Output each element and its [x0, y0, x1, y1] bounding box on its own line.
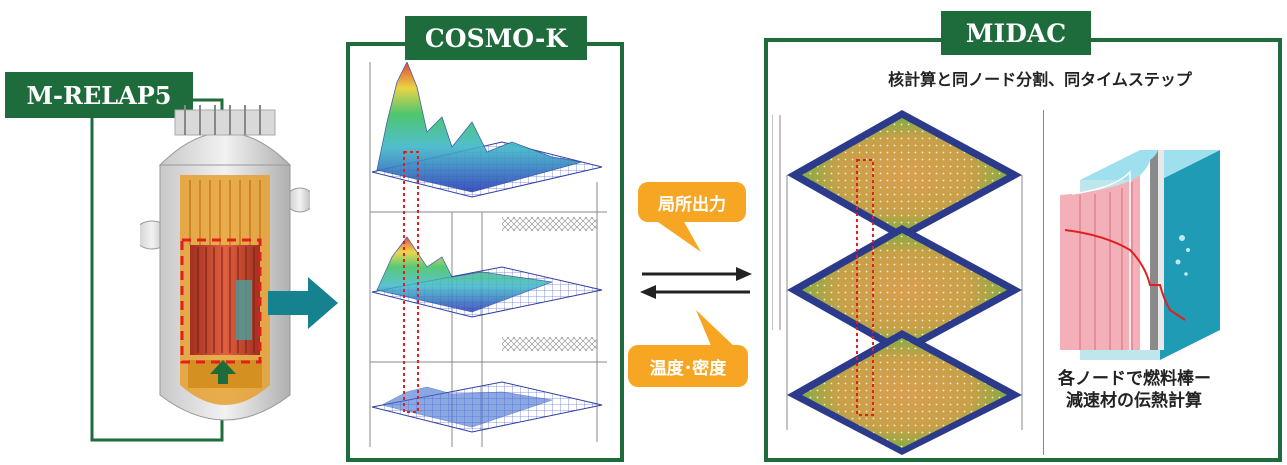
cosmo-power-distribution-plots	[369, 62, 607, 447]
mrelap-label-text: M-RELAP5	[26, 80, 172, 110]
cosmo-label-text: COSMO-K	[424, 23, 568, 53]
midac-label: MIDAC	[941, 11, 1091, 55]
fuel-rod-cross-section	[1060, 150, 1220, 360]
fuel-caption-line2: 減速材の伝熱計算	[1066, 391, 1202, 411]
midac-subtitle: 核計算と同ノード分割、同タイムステップ	[888, 70, 1192, 89]
fuel-caption: 各ノードで燃料棒ー 減速材の伝熱計算	[1058, 368, 1258, 412]
temp-density-bubble: 温度･密度	[628, 345, 748, 387]
temp-density-bubble-tail	[696, 310, 736, 348]
to-cosmo-arrow-icon	[268, 277, 338, 329]
exchange-arrows-icon	[640, 267, 752, 299]
local-power-text: 局所出力	[658, 194, 726, 215]
mrelap-up-arrow	[210, 360, 236, 384]
midac-label-text: MIDAC	[965, 18, 1067, 48]
reactor-vessel-illustration	[140, 105, 310, 421]
temp-density-text: 温度･密度	[649, 358, 727, 379]
local-power-bubble: 局所出力	[638, 182, 746, 222]
midac-divider	[1043, 110, 1044, 455]
midac-layer-plots	[772, 110, 1023, 455]
fuel-caption-line1: 各ノードで燃料棒ー	[1058, 369, 1211, 389]
cosmo-label: COSMO-K	[405, 16, 587, 60]
mrelap-label: M-RELAP5	[5, 72, 193, 118]
local-power-bubble-tail	[655, 220, 701, 252]
